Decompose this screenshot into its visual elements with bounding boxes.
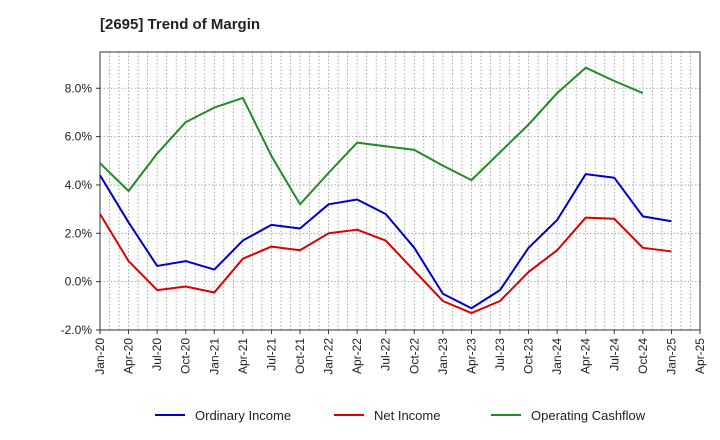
series-line-net-income bbox=[99, 213, 672, 315]
series-lines bbox=[99, 66, 672, 315]
legend-label: Operating Cashflow bbox=[531, 408, 646, 423]
x-tick-label: Oct-24 bbox=[636, 338, 650, 374]
legend-label: Net Income bbox=[374, 408, 440, 423]
x-tick-label: Apr-22 bbox=[350, 338, 364, 374]
x-tick-label: Jul-23 bbox=[493, 338, 507, 371]
x-tick-label: Apr-20 bbox=[122, 338, 136, 374]
y-tick-label: 6.0% bbox=[65, 130, 93, 144]
x-tick-label: Jan-21 bbox=[207, 338, 221, 375]
x-tick-label: Jul-20 bbox=[150, 338, 164, 371]
plot-area-frame bbox=[99, 51, 701, 331]
series-line-operating-cashflow bbox=[99, 66, 644, 206]
y-tick-label: 8.0% bbox=[65, 81, 93, 95]
x-tick-label: Jan-20 bbox=[93, 338, 107, 375]
x-tick-label: Apr-21 bbox=[236, 338, 250, 374]
x-tick-label: Jan-24 bbox=[550, 338, 564, 375]
x-tick-label: Jul-22 bbox=[379, 338, 393, 371]
chart-title: [2695] Trend of Margin bbox=[100, 16, 261, 33]
x-tick-label: Apr-25 bbox=[693, 338, 707, 374]
legend: Ordinary Income Net Income Operating Cashf… bbox=[155, 408, 646, 423]
y-tick-label: -2.0% bbox=[61, 323, 93, 337]
y-tick-label: 4.0% bbox=[65, 178, 93, 192]
x-tick-label: Oct-23 bbox=[522, 338, 536, 374]
x-axis-ticks: Jan-20 Apr-20 Jul-20 Oct-20 Jan-21 Apr-21 Jul-… bbox=[93, 330, 707, 375]
y-axis-ticks: 8.0% 6.0% 4.0% 2.0% 0.0% -2.0% bbox=[61, 81, 100, 337]
x-tick-label: Apr-23 bbox=[464, 338, 478, 374]
x-tick-label: Oct-21 bbox=[293, 338, 307, 374]
series-line-ordinary-income bbox=[99, 173, 672, 310]
y-tick-label: 2.0% bbox=[65, 226, 93, 240]
y-tick-label: 0.0% bbox=[65, 275, 93, 289]
x-tick-label: Jan-22 bbox=[322, 338, 336, 375]
x-tick-label: Jul-21 bbox=[264, 338, 278, 371]
x-tick-label: Jul-24 bbox=[607, 338, 621, 371]
x-tick-label: Apr-24 bbox=[579, 338, 593, 374]
x-tick-label: Oct-22 bbox=[407, 338, 421, 374]
legend-label: Ordinary Income bbox=[195, 408, 291, 423]
x-tick-label: Oct-20 bbox=[179, 338, 193, 374]
x-tick-label: Jan-23 bbox=[436, 338, 450, 375]
x-tick-label: Jan-25 bbox=[664, 338, 678, 375]
